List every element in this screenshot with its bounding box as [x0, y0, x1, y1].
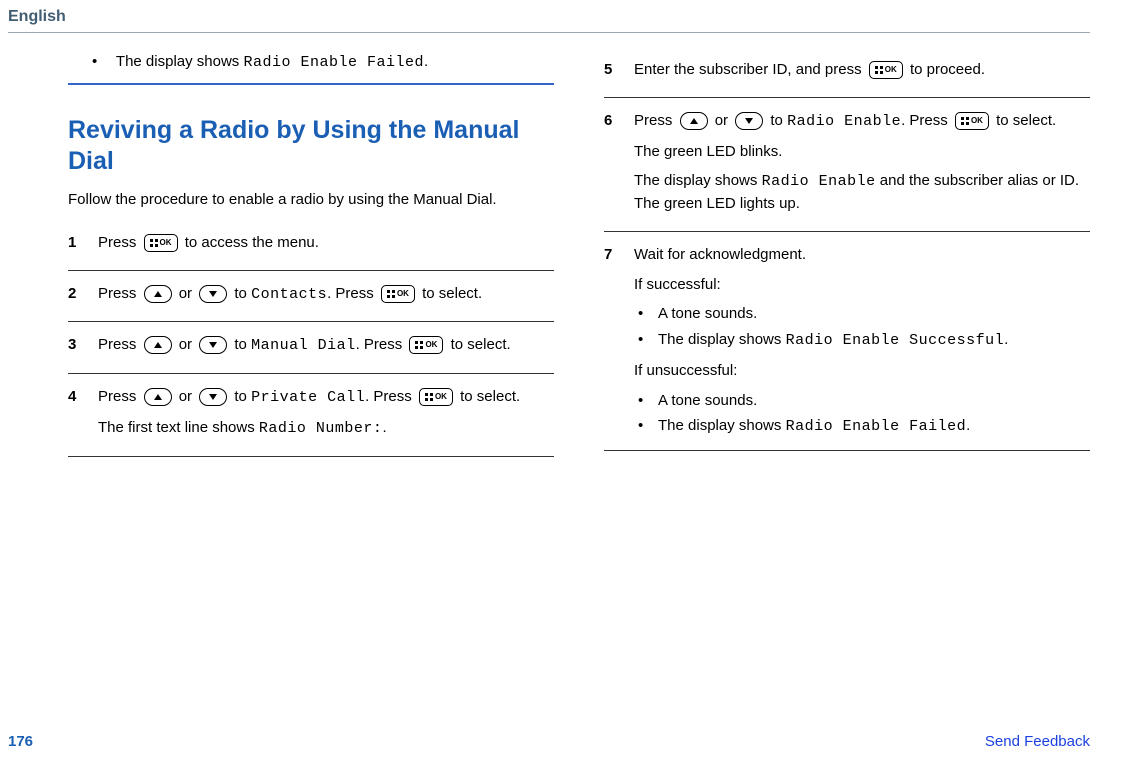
down-arrow-icon	[199, 285, 227, 303]
text: to proceed.	[910, 61, 985, 78]
step-rule	[68, 270, 554, 271]
step-2: 2 Press or to Contacts. Press OK to sele…	[68, 277, 554, 320]
mono-text: Radio Enable	[762, 173, 876, 190]
up-arrow-icon	[144, 388, 172, 406]
menu-ok-icon: OK	[419, 388, 453, 406]
bullet: •The display shows Radio Enable Failed.	[634, 415, 1090, 438]
text: Press	[634, 112, 677, 129]
mono-text: Private Call	[251, 389, 365, 406]
text: to select.	[460, 388, 520, 405]
down-arrow-icon	[735, 112, 763, 130]
text: or	[179, 388, 197, 405]
text: to	[234, 388, 251, 405]
text: If successful:	[634, 274, 1090, 296]
text: or	[179, 336, 197, 353]
step-number: 2	[68, 283, 86, 314]
period: .	[424, 53, 428, 70]
text: Press	[98, 388, 141, 405]
step-rule	[68, 321, 554, 322]
down-arrow-icon	[199, 388, 227, 406]
period: .	[966, 417, 970, 434]
step-number: 5	[604, 59, 622, 89]
step-number: 6	[604, 110, 622, 223]
text: The display shows	[658, 417, 786, 434]
menu-ok-icon: OK	[144, 234, 178, 252]
text: or	[179, 285, 197, 302]
menu-ok-icon: OK	[955, 112, 989, 130]
text: to	[234, 285, 251, 302]
text: to select.	[422, 285, 482, 302]
text: to select.	[996, 112, 1056, 129]
left-column: • The display shows Radio Enable Failed.…	[8, 53, 554, 463]
mono-text: Radio Enable Failed	[786, 418, 967, 435]
text: . Press	[327, 285, 378, 302]
step-number: 7	[604, 244, 622, 442]
menu-ok-icon: OK	[409, 336, 443, 354]
period: .	[1004, 331, 1008, 348]
up-arrow-icon	[144, 285, 172, 303]
footer: 176 Send Feedback	[8, 733, 1090, 750]
step-5: 5 Enter the subscriber ID, and press OK …	[604, 53, 1090, 95]
text: The green LED blinks.	[634, 141, 1090, 163]
up-arrow-icon	[144, 336, 172, 354]
text: . Press	[365, 388, 416, 405]
step-7: 7 Wait for acknowledgment. If successful…	[604, 238, 1090, 448]
text: A tone sounds.	[658, 392, 757, 409]
menu-ok-icon: OK	[381, 285, 415, 303]
step-rule	[68, 456, 554, 457]
text: Enter the subscriber ID, and press	[634, 61, 866, 78]
text: Wait for acknowledgment.	[634, 244, 1090, 266]
top-bullet: • The display shows Radio Enable Failed.	[68, 53, 554, 71]
text: or	[715, 112, 733, 129]
step-number: 3	[68, 334, 86, 365]
right-column: 5 Enter the subscriber ID, and press OK …	[604, 53, 1090, 463]
section-title: Reviving a Radio by Using the Manual Dia…	[68, 115, 554, 178]
step-number: 1	[68, 232, 86, 262]
text: If unsuccessful:	[634, 360, 1090, 382]
language-label: English	[8, 8, 1090, 26]
step-rule	[604, 231, 1090, 232]
text: Press	[98, 234, 141, 251]
mono-text: Radio Enable	[787, 113, 901, 130]
text: A tone sounds.	[658, 305, 757, 322]
step-rule	[604, 97, 1090, 98]
mono-text: Manual Dial	[251, 337, 356, 354]
up-arrow-icon	[680, 112, 708, 130]
step-number: 4	[68, 386, 86, 448]
text: The display shows	[634, 172, 762, 189]
step-rule	[68, 373, 554, 374]
mono-text: Contacts	[251, 286, 327, 303]
text: . Press	[356, 336, 407, 353]
step-4: 4 Press or to Private Call. Press OK to …	[68, 380, 554, 454]
top-bullet-text: The display shows	[116, 53, 244, 70]
text: Press	[98, 336, 141, 353]
menu-ok-icon: OK	[869, 61, 903, 79]
step-3: 3 Press or to Manual Dial. Press OK to s…	[68, 328, 554, 371]
page-number: 176	[8, 733, 33, 750]
section-divider	[68, 83, 554, 85]
text: The first text line shows	[98, 419, 259, 436]
text: . Press	[901, 112, 952, 129]
text: to	[234, 336, 251, 353]
header-rule	[8, 32, 1090, 33]
text: Press	[98, 285, 141, 302]
down-arrow-icon	[199, 336, 227, 354]
mono-text: Radio Number:	[259, 420, 383, 437]
bullet: •A tone sounds.	[634, 390, 1090, 412]
period: .	[382, 419, 386, 436]
step-6: 6 Press or to Radio Enable. Press OK to …	[604, 104, 1090, 229]
bullet: •The display shows Radio Enable Successf…	[634, 329, 1090, 352]
send-feedback-link[interactable]: Send Feedback	[985, 733, 1090, 750]
step-1: 1 Press OK to access the menu.	[68, 226, 554, 268]
text: to	[770, 112, 787, 129]
text: to select.	[451, 336, 511, 353]
section-intro: Follow the procedure to enable a radio b…	[68, 190, 554, 210]
text: The display shows	[658, 331, 786, 348]
step-rule	[604, 450, 1090, 451]
top-bullet-mono: Radio Enable Failed	[243, 54, 424, 71]
text: to access the menu.	[185, 234, 319, 251]
mono-text: Radio Enable Successful	[786, 332, 1005, 349]
bullet: •A tone sounds.	[634, 303, 1090, 325]
